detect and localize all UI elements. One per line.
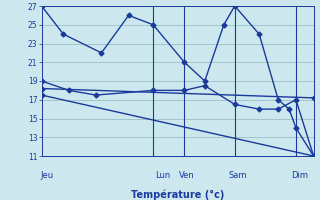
Text: Lun: Lun bbox=[155, 171, 170, 180]
Text: Ven: Ven bbox=[179, 171, 195, 180]
Text: Température (°c): Température (°c) bbox=[131, 189, 224, 200]
Text: Dim: Dim bbox=[292, 171, 308, 180]
Text: Jeu: Jeu bbox=[40, 171, 54, 180]
Text: Sam: Sam bbox=[228, 171, 247, 180]
